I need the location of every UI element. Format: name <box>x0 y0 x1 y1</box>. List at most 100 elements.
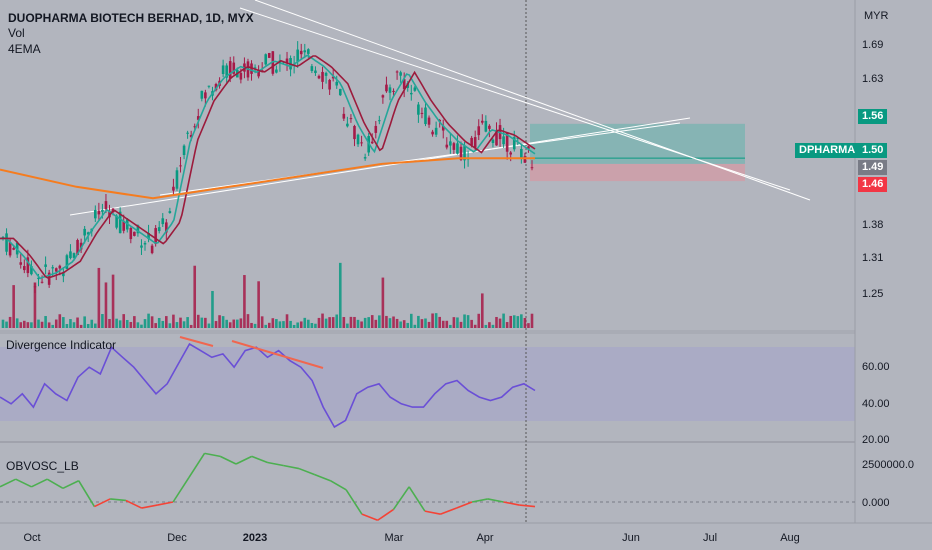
obv-segment <box>188 452 206 479</box>
volume-bar <box>285 314 289 328</box>
volume-bar <box>79 324 83 328</box>
candle-body <box>470 137 473 146</box>
volume-bar <box>413 324 417 328</box>
price-tick-label: 1.25 <box>862 288 883 300</box>
volume-bar <box>257 281 260 328</box>
pane-divider[interactable] <box>0 330 855 334</box>
volume-bar <box>360 321 363 328</box>
volume-bar <box>19 322 23 328</box>
rsi-tick-label: 20.00 <box>862 434 890 446</box>
candle-body <box>420 112 424 114</box>
obv-oscillator-line <box>0 452 855 521</box>
volume-bar <box>275 319 278 328</box>
obv-segment <box>204 452 221 458</box>
divergence-indicator-line <box>0 336 536 429</box>
candle-body <box>317 75 321 79</box>
candle-body <box>239 72 243 80</box>
obv-segment <box>125 499 142 509</box>
currency-label: MYR <box>864 10 889 22</box>
volume-bar <box>331 317 335 328</box>
price-tick-label: 1.38 <box>862 219 883 231</box>
obv-segment <box>251 455 268 464</box>
candle-body <box>409 92 413 95</box>
candle-body <box>200 90 204 99</box>
candle-body <box>37 277 40 280</box>
volume-bar <box>175 322 179 328</box>
volume-bar <box>434 313 438 328</box>
time-tick-label: 2023 <box>243 532 267 544</box>
ema-long-line <box>0 157 535 200</box>
volume-bar <box>441 320 445 328</box>
volume-bar <box>356 319 360 328</box>
candle-body <box>385 84 388 92</box>
candle-body <box>69 251 72 259</box>
candle-body <box>427 117 431 125</box>
candle-body <box>157 227 161 232</box>
candle-body <box>94 209 97 219</box>
volume-bar <box>260 316 264 328</box>
volume-bar <box>154 323 157 328</box>
candle-body <box>484 120 488 132</box>
volume-bar <box>196 314 200 328</box>
volume-bar <box>86 324 90 328</box>
volume-bar <box>193 265 197 328</box>
volume-bar <box>520 314 523 328</box>
trendlines[interactable] <box>69 0 811 216</box>
candle-body <box>480 120 484 123</box>
volume-bar <box>161 320 165 328</box>
volume-bar <box>445 320 449 328</box>
candle-body <box>424 107 427 125</box>
candle-body <box>189 134 193 138</box>
candle-body <box>232 62 236 74</box>
volume-bar <box>236 319 239 328</box>
last-price-tag: 1.50 <box>858 143 888 158</box>
candle-body <box>44 264 47 267</box>
candle-body <box>370 141 374 144</box>
trade-box[interactable] <box>530 123 745 182</box>
volume-bar <box>417 315 420 328</box>
volume-bar <box>165 316 168 328</box>
volume-bar <box>516 316 520 328</box>
obv-segment <box>110 498 126 502</box>
volume-bar <box>406 322 410 328</box>
volume-bar <box>26 322 30 328</box>
candle-body <box>54 268 58 272</box>
trendline <box>69 117 691 216</box>
volume-bar <box>292 324 296 328</box>
obv-segment <box>408 486 426 512</box>
candle-body <box>228 61 232 79</box>
candle-body <box>154 228 157 244</box>
volume-bar <box>321 313 324 328</box>
candle-body <box>349 118 353 120</box>
volume-bar <box>189 324 193 328</box>
candle-body <box>473 137 477 148</box>
obv-oscillator-label: OBVOSC_LB <box>6 459 79 473</box>
candle-body <box>168 211 172 214</box>
rsi-tick-label: 60.00 <box>862 361 890 373</box>
candle-body <box>452 143 456 150</box>
volume-bar <box>509 315 512 328</box>
time-tick-label: Jul <box>703 532 717 544</box>
volume-bar <box>299 321 303 328</box>
volume-bar <box>115 318 118 328</box>
volume-bar <box>44 316 47 328</box>
volume-bar <box>488 322 491 328</box>
volume-bar <box>15 318 19 328</box>
candle-body <box>143 242 147 245</box>
volume-bar <box>527 323 530 328</box>
candle-body <box>8 242 12 256</box>
obv-segment <box>172 477 190 503</box>
candle-body <box>79 242 83 250</box>
candle-body <box>285 58 289 63</box>
volume-bar <box>179 317 182 328</box>
volume-bar <box>133 316 136 328</box>
volume-bar <box>207 323 211 328</box>
candle-body <box>23 266 26 271</box>
obv-segment <box>94 498 111 508</box>
volume-bar <box>456 317 459 328</box>
obv-tick-label: 2500000.0 <box>862 459 914 471</box>
volume-bar <box>477 313 481 328</box>
stop-price-tag: 1.46 <box>858 177 888 192</box>
volume-bar <box>459 321 463 328</box>
